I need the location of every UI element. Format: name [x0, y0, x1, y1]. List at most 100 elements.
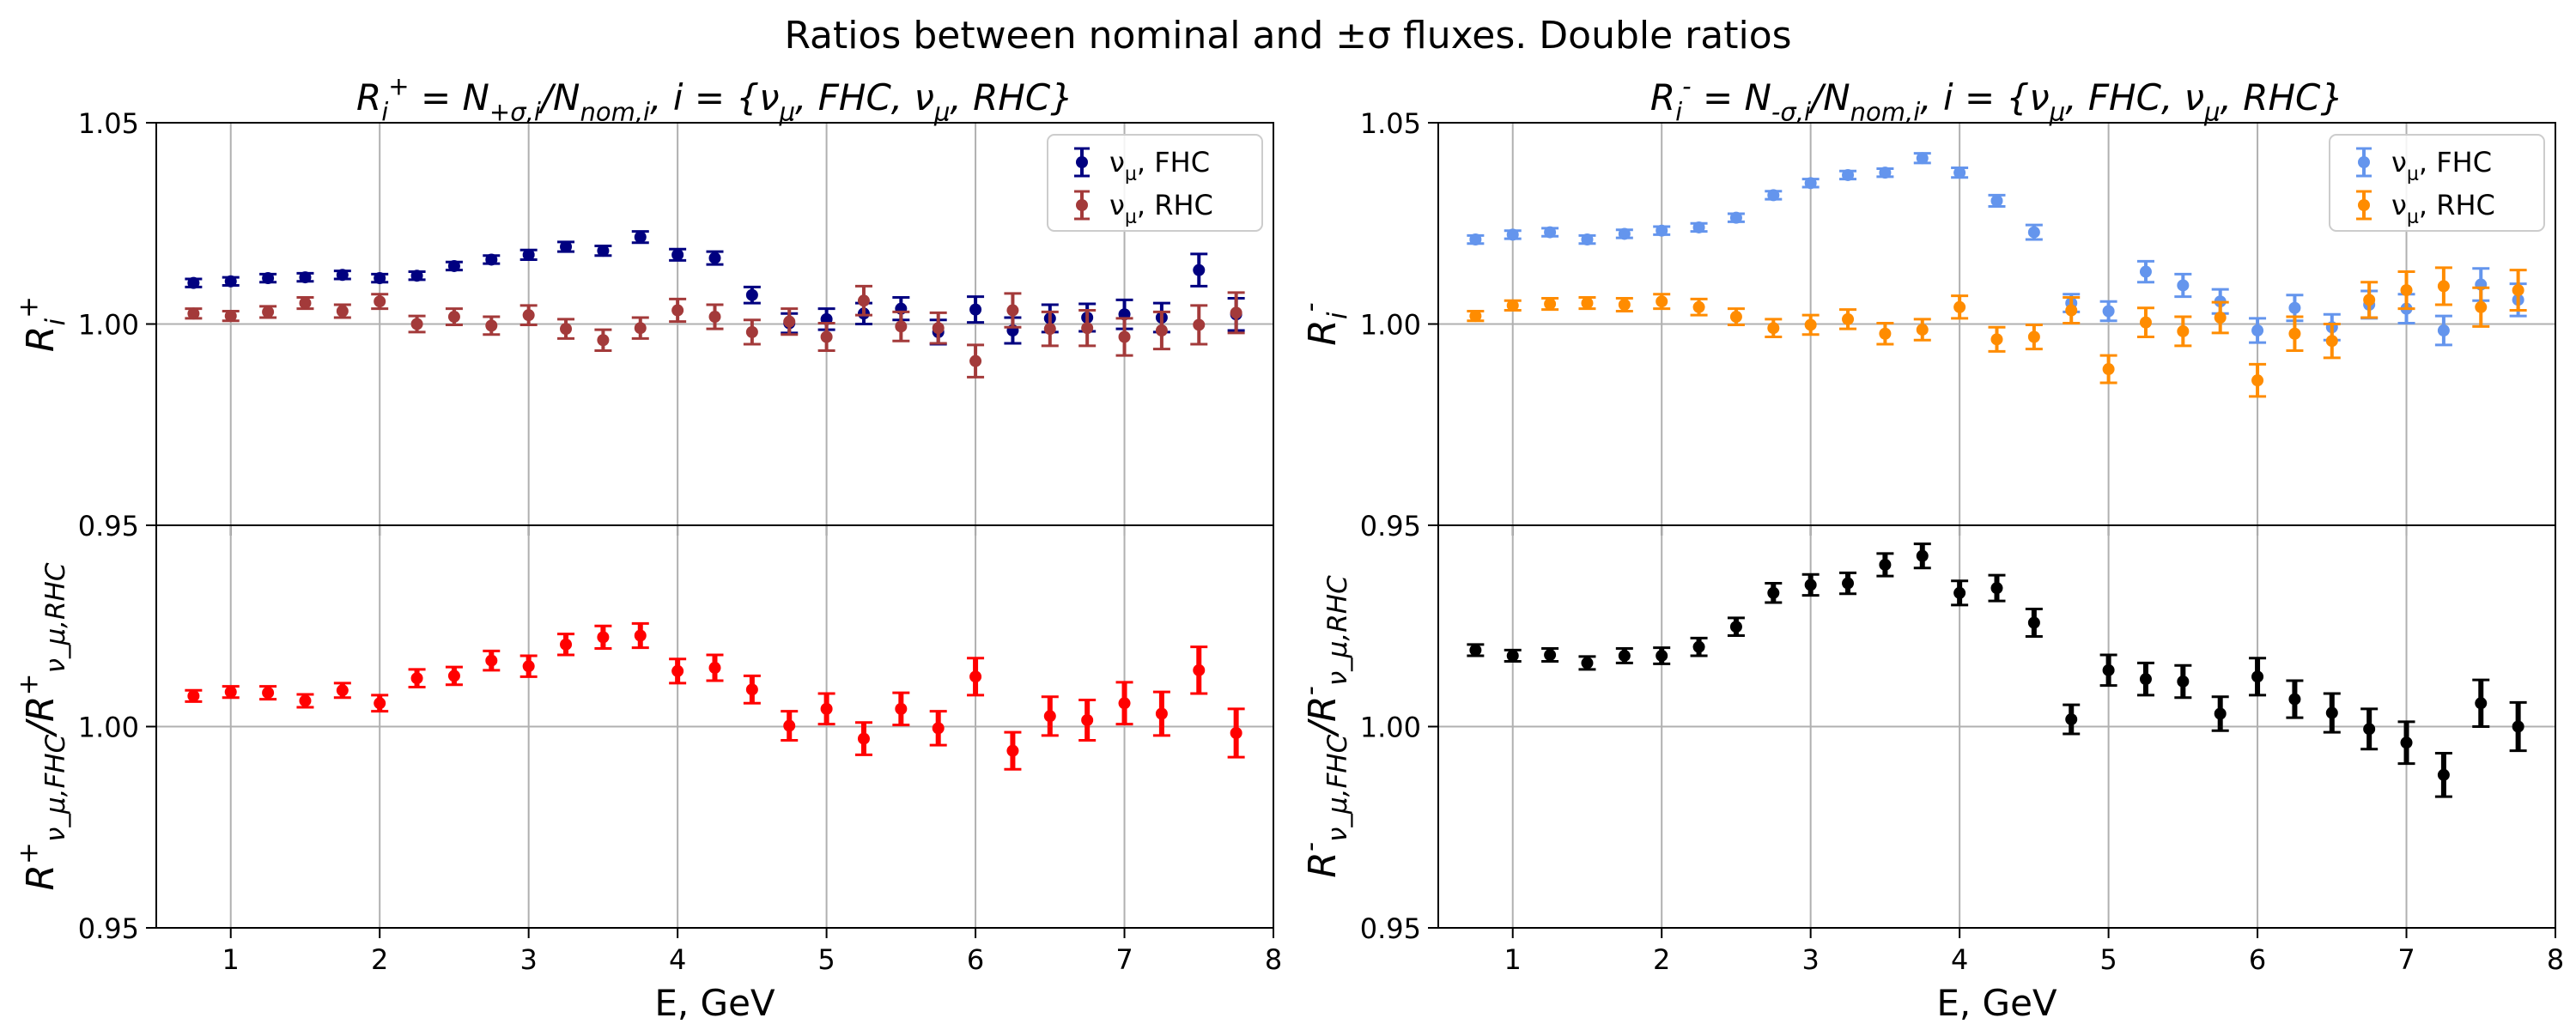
- x-tick-label: 3: [1801, 943, 1819, 976]
- x-tick-label: 7: [2397, 943, 2415, 976]
- data-point: [1581, 233, 1594, 246]
- data-point: [1469, 233, 1482, 246]
- data-point: [1879, 327, 1892, 340]
- data-point: [374, 697, 386, 710]
- legend-marker: [2358, 156, 2370, 168]
- series-0: [185, 621, 1245, 771]
- data-point: [2400, 736, 2413, 749]
- legend-label: νμ, FHC: [1109, 146, 1210, 185]
- data-point: [671, 248, 684, 261]
- data-point: [708, 662, 721, 675]
- data-point: [597, 631, 610, 644]
- data-point: [634, 322, 647, 335]
- data-point: [1193, 663, 1206, 676]
- y-axis-label: Ri-: [1296, 302, 1354, 345]
- data-point: [2288, 301, 2301, 314]
- data-point: [447, 259, 460, 272]
- data-point: [783, 719, 796, 732]
- legend: νμ, FHC νμ, RHC: [1047, 134, 1263, 232]
- data-point: [262, 272, 275, 285]
- data-point: [2288, 693, 2301, 706]
- data-point: [262, 306, 275, 318]
- y-tick-label: 1.00: [78, 712, 139, 744]
- data-point: [1118, 330, 1131, 343]
- data-point: [299, 297, 312, 310]
- panel-top-left: 0.95 1.00 1.05 Ri+ = N+σ,i/Nnom,i, i = {νμ,…: [14, 71, 1274, 542]
- data-point: [1692, 640, 1705, 653]
- panel-bottom-left: 0.95 1.00 1 2 3 4 5 6 7 8 R+ν_μ,FHC/R+ν_μ,RHC E, Ge…: [14, 524, 1282, 1024]
- x-tick-label: 1: [1504, 943, 1522, 976]
- data-point: [969, 303, 982, 316]
- legend-label: νμ, FHC: [2391, 146, 2492, 185]
- data-point: [1618, 227, 1631, 240]
- data-point: [1193, 318, 1206, 331]
- data-point: [1804, 177, 1817, 190]
- x-tick-label: 6: [2249, 943, 2266, 976]
- data-point: [522, 660, 535, 673]
- data-point: [932, 322, 945, 335]
- y-tick-label: 1.05: [1360, 107, 1421, 140]
- data-point: [1767, 586, 1780, 599]
- data-point: [522, 309, 535, 322]
- data-point: [1953, 300, 1966, 313]
- data-point: [2065, 713, 2078, 726]
- data-point: [2102, 305, 2115, 318]
- data-point: [1506, 228, 1519, 241]
- data-point: [1230, 306, 1242, 319]
- y-tick-label: 1.00: [1360, 309, 1421, 342]
- data-point: [2065, 304, 2078, 317]
- data-point: [560, 323, 573, 336]
- data-point: [2102, 663, 2115, 676]
- figure-suptitle: Ratios between nominal and ±σ fluxes. Do…: [784, 14, 1791, 58]
- data-point: [745, 683, 758, 696]
- data-point: [2437, 768, 2450, 781]
- data-point: [2177, 675, 2190, 688]
- data-point: [1506, 649, 1519, 662]
- data-point: [1656, 295, 1668, 308]
- data-point: [2102, 363, 2115, 376]
- x-tick-label: 8: [2547, 943, 2564, 976]
- data-point: [1544, 226, 1557, 239]
- legend: νμ, FHC νμ, RHC: [2329, 134, 2545, 232]
- data-point: [1081, 322, 1094, 335]
- data-point: [1953, 586, 1966, 599]
- data-point: [522, 248, 535, 261]
- data-point: [2437, 280, 2450, 293]
- data-point: [708, 251, 721, 264]
- legend-box: [2329, 134, 2545, 232]
- data-point: [1729, 311, 1742, 324]
- panels: 0.95 1.00 1.05 Ri+ = N+σ,i/Nnom,i, i = {νμ,…: [14, 71, 2565, 1024]
- legend-box: [1047, 134, 1263, 232]
- data-point: [671, 664, 684, 677]
- data-point: [187, 689, 200, 702]
- data-point: [485, 253, 498, 266]
- data-point: [2139, 265, 2152, 278]
- data-point: [299, 271, 312, 284]
- data-point: [1544, 649, 1557, 662]
- data-point: [2437, 324, 2450, 337]
- data-point: [634, 231, 647, 244]
- data-point: [1990, 194, 2003, 207]
- x-tick-label: 6: [967, 943, 984, 976]
- data-point: [895, 320, 908, 333]
- x-tick-label: 8: [1265, 943, 1282, 976]
- data-point: [1618, 649, 1631, 662]
- data-point: [1879, 558, 1892, 571]
- data-point: [1953, 167, 1966, 179]
- data-point: [1842, 577, 1855, 590]
- data-point: [1469, 310, 1482, 323]
- data-point: [2251, 374, 2264, 387]
- data-point: [1581, 297, 1594, 310]
- data-point: [1581, 657, 1594, 670]
- y-tick-label: 1.05: [78, 107, 139, 140]
- data-point: [1193, 264, 1206, 276]
- data-point: [1916, 152, 1929, 165]
- data-point: [2251, 324, 2264, 337]
- data-point: [1879, 167, 1892, 179]
- data-point: [671, 304, 684, 317]
- data-point: [783, 315, 796, 328]
- legend-label: νμ, RHC: [2391, 189, 2495, 228]
- data-point: [336, 269, 349, 282]
- series-0: [1467, 542, 2527, 798]
